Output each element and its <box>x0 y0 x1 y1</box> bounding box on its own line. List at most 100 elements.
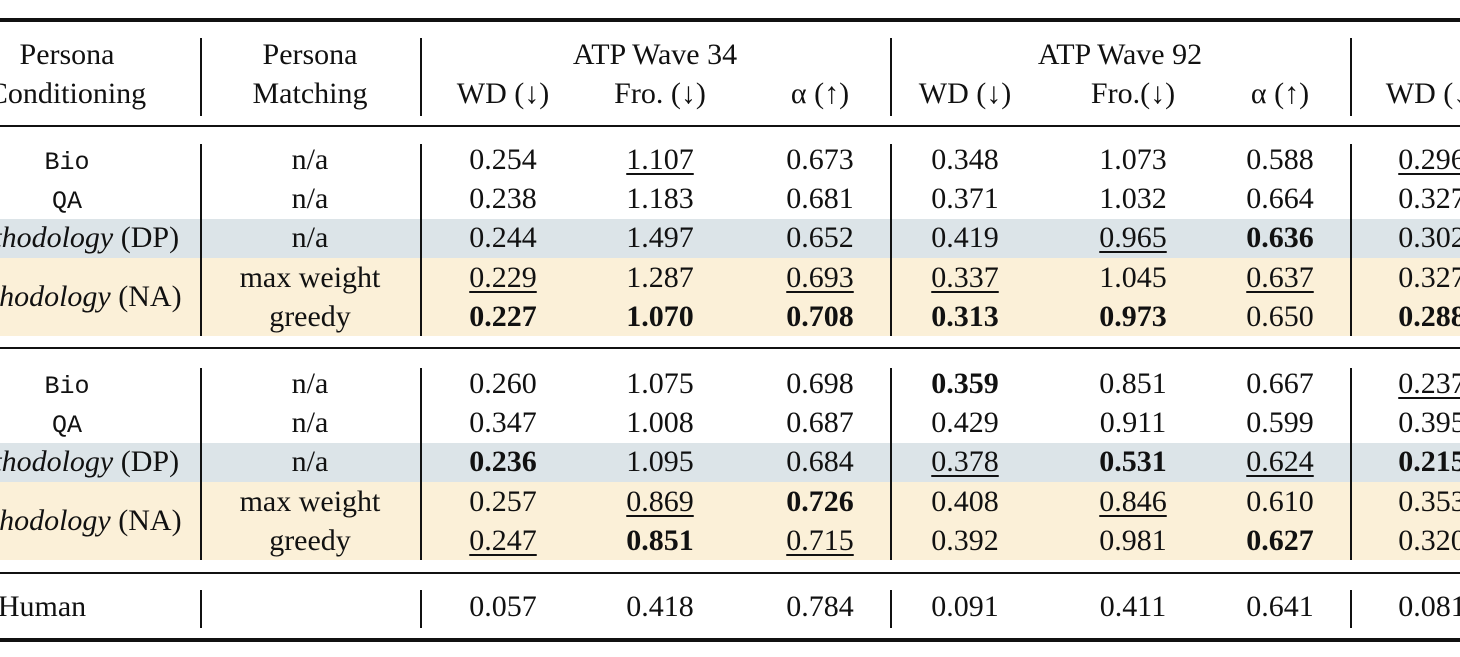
value-cell: 0.599 <box>1246 406 1314 440</box>
value-cell: 0.091 <box>931 590 999 623</box>
conditioning-cell: Methodology (NA) <box>0 282 182 312</box>
column-divider <box>200 144 202 337</box>
value-cell: 1.095 <box>626 445 694 479</box>
value-cell: 0.081 <box>1398 590 1460 623</box>
value-cell: 1.070 <box>626 299 694 333</box>
column-divider <box>200 38 202 116</box>
column-header: α (↑) <box>790 77 850 110</box>
value-cell: 1.032 <box>1099 182 1167 216</box>
conditioning-name: Bio <box>44 148 90 177</box>
value-cell: 0.531 <box>1099 445 1167 479</box>
value-cell: 0.684 <box>786 445 854 479</box>
value-cell: 0.288 <box>1398 299 1460 333</box>
value-cell: 0.911 <box>1099 406 1167 440</box>
column-divider <box>890 368 892 561</box>
conditioning-name: Bio <box>44 372 90 401</box>
value-cell: 0.664 <box>1246 182 1314 216</box>
value-cell: 0.348 <box>931 143 999 176</box>
value-cell: 0.418 <box>626 590 694 623</box>
matching-cell: max weight <box>239 260 381 294</box>
matching-cell: n/a <box>291 143 329 176</box>
matching-cell: n/a <box>291 221 329 255</box>
matching-cell: greedy <box>269 299 351 333</box>
value-cell: 0.244 <box>469 221 537 255</box>
column-header: Fro.(↓) <box>1090 77 1176 110</box>
conditioning-name: Methodology <box>0 504 111 538</box>
value-cell: 0.238 <box>469 182 537 216</box>
header-cell: Persona <box>262 38 358 71</box>
group-header: ATP Wave 92 <box>1037 38 1203 71</box>
matching-cell: n/a <box>291 406 329 440</box>
value-cell: 0.359 <box>931 367 999 400</box>
column-divider <box>1350 144 1352 337</box>
horizontal-rule <box>0 347 1460 349</box>
group-header: ATP Wave 34 <box>572 38 738 71</box>
conditioning-name: Methodology <box>0 445 114 479</box>
value-cell: 0.392 <box>931 523 999 557</box>
value-cell: 0.624 <box>1246 445 1314 479</box>
conditioning-cell: Methodology (NA) <box>0 506 182 536</box>
conditioning-suffix: (NA) <box>118 280 182 314</box>
column-divider <box>420 144 422 337</box>
value-cell: 0.715 <box>786 523 854 557</box>
column-divider <box>890 38 892 116</box>
value-cell: 0.641 <box>1246 590 1314 623</box>
column-divider <box>200 590 202 628</box>
header-cell: Persona <box>19 38 115 71</box>
column-divider <box>420 38 422 116</box>
value-cell: 1.183 <box>626 182 694 216</box>
row-highlight <box>0 442 1460 482</box>
value-cell: 0.395 <box>1398 406 1460 440</box>
value-cell: 0.057 <box>469 590 537 623</box>
value-cell: 0.408 <box>931 484 999 518</box>
horizontal-rule <box>0 125 1460 127</box>
value-cell: 0.846 <box>1099 484 1167 518</box>
column-divider <box>890 144 892 337</box>
value-cell: 0.681 <box>786 182 854 216</box>
conditioning-name: QA <box>51 411 83 441</box>
value-cell: 0.254 <box>469 143 537 176</box>
matching-cell: greedy <box>269 523 351 557</box>
conditioning-cell: Bio <box>44 145 89 175</box>
value-cell: 0.347 <box>469 406 537 440</box>
value-cell: 1.073 <box>1099 143 1167 176</box>
horizontal-rule <box>0 572 1460 574</box>
value-cell: 0.698 <box>786 367 854 400</box>
conditioning-cell: Bio <box>44 369 89 399</box>
column-header: WD (↓) <box>918 77 1012 110</box>
value-cell: 0.627 <box>1246 523 1314 557</box>
conditioning-name: Methodology <box>0 280 111 314</box>
value-cell: 0.588 <box>1246 143 1314 176</box>
conditioning-name: QA <box>51 187 83 217</box>
value-cell: 0.302 <box>1398 221 1460 255</box>
value-cell: 0.260 <box>469 367 537 400</box>
row-highlight <box>0 258 1460 337</box>
value-cell: 0.237 <box>1398 367 1460 400</box>
column-divider <box>420 590 422 628</box>
value-cell: 0.981 <box>1099 523 1167 557</box>
value-cell: 0.687 <box>786 406 854 440</box>
value-cell: 0.636 <box>1246 221 1314 255</box>
value-cell: 0.784 <box>786 590 854 623</box>
value-cell: 0.851 <box>1099 367 1167 400</box>
column-divider <box>890 590 892 628</box>
value-cell: 0.236 <box>469 445 537 479</box>
value-cell: 0.411 <box>1099 590 1167 623</box>
conditioning-cell: QA <box>52 184 82 214</box>
value-cell: 0.371 <box>931 182 999 216</box>
value-cell: 0.229 <box>469 260 537 294</box>
column-header: α (↑) <box>1250 77 1310 110</box>
value-cell: 0.708 <box>786 299 854 333</box>
horizontal-rule <box>0 638 1460 642</box>
value-cell: 1.075 <box>626 367 694 400</box>
value-cell: 0.227 <box>469 299 537 333</box>
column-divider <box>1350 590 1352 628</box>
header-cell: Matching <box>252 77 368 110</box>
matching-cell: n/a <box>291 182 329 216</box>
conditioning-name: Methodology <box>0 221 114 255</box>
value-cell: 0.313 <box>931 299 999 333</box>
value-cell: 0.693 <box>786 260 854 294</box>
value-cell: 1.045 <box>1099 260 1167 294</box>
value-cell: 0.327 <box>1398 260 1460 294</box>
